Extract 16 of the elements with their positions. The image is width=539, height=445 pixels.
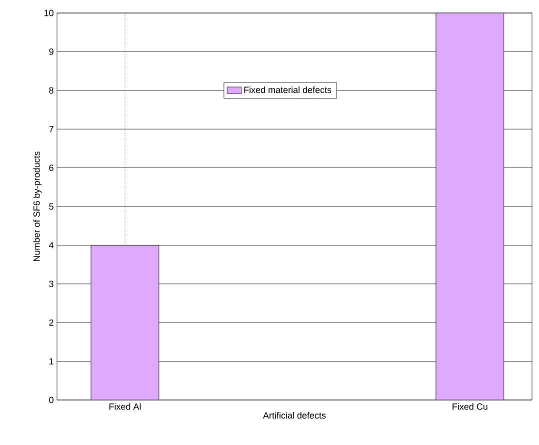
- x-axis-title: Artificial defects: [263, 412, 326, 419]
- y-tick-label: 7: [49, 126, 54, 132]
- y-axis-title: Number of SF6 by-products: [33, 152, 42, 262]
- y-tick-label: 3: [49, 280, 54, 288]
- x-tick-label: Fixed Al: [109, 403, 141, 410]
- x-tick-label: Fixed Cu: [452, 403, 488, 410]
- y-tick-label: 5: [49, 203, 54, 210]
- y-tick-label: 8: [49, 87, 54, 94]
- y-tick-label: 10: [44, 10, 54, 16]
- y-tick-label: 4: [49, 242, 54, 248]
- y-tick-label: 0: [49, 396, 54, 404]
- y-tick-label: 6: [49, 164, 54, 171]
- y-tick-label: 1: [49, 358, 54, 364]
- y-tick-label: 9: [49, 48, 54, 55]
- y-tick-label: 2: [49, 319, 54, 326]
- legend-label: Fixed material defects: [244, 86, 332, 94]
